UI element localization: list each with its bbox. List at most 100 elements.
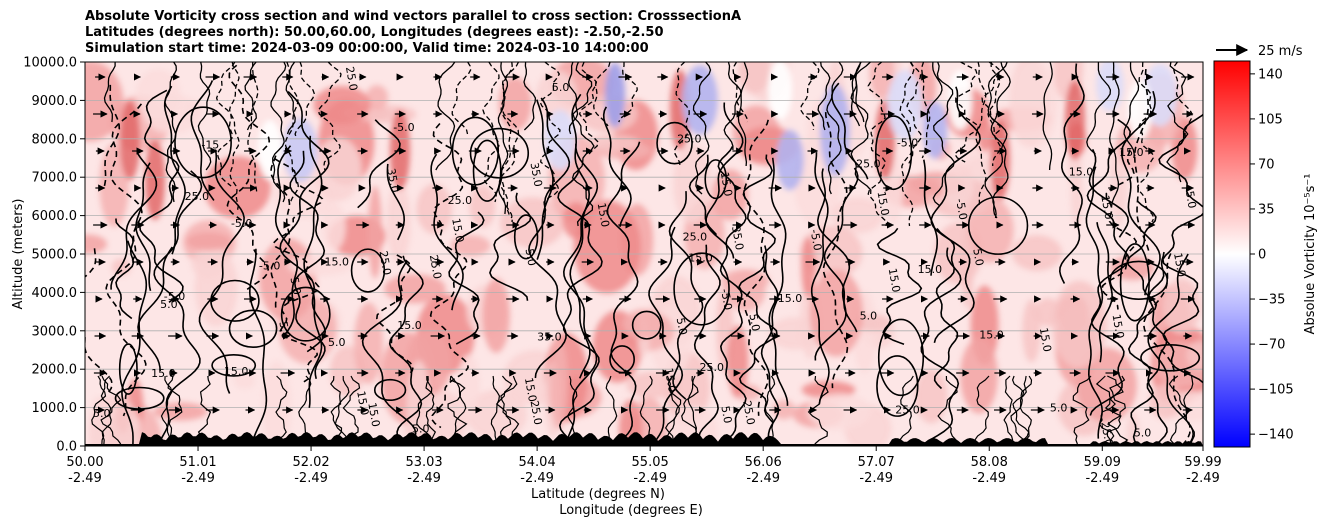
contour-line-upper [932,62,956,207]
contour-label: 15.0 [979,328,1004,341]
vorticity-patch [498,77,532,131]
contour-line-upper [164,62,177,203]
vorticity-patch [314,137,362,202]
contour-line [823,167,859,333]
x-tick-label-lon: -2.49 [1186,471,1220,486]
contour-line-low [334,375,350,445]
contour-label: 5.0 [1050,401,1068,414]
contour-line-low [664,375,682,445]
colorbar-tick-label: 105 [1258,112,1283,127]
chart-title-line-1: Absolute Vorticity cross section and win… [85,9,741,24]
contour-line-low [100,375,112,445]
contour-line-low [342,375,361,445]
contour-line [930,86,981,344]
contour-label: 15.0 [1037,327,1054,353]
contour-loop [1109,260,1169,300]
x-tick-label-lat: 52.02 [292,455,329,470]
x-tick-label-lat: 56.06 [745,455,782,470]
y-tick-label: 9000.0 [32,94,78,109]
x-axis-label-longitude: Longitude (degrees E) [559,503,703,518]
contour-line-low [425,375,437,445]
vorticity-patch [111,258,131,276]
contour-line-upper [1123,62,1140,159]
y-tick-label: 1000.0 [32,401,78,416]
contour-line-upper [482,62,500,203]
vorticity-patch [99,143,129,227]
x-tick-label-lat: 55.05 [632,455,669,470]
contour-line-low [450,375,467,445]
contour-line-upper [1109,62,1120,207]
contour-line-upper [244,62,257,131]
y-tick-label: 2000.0 [32,363,78,378]
contour-label: -5.0 [953,198,970,221]
y-tick-label: 8000.0 [32,132,78,147]
contour-label: -15 [201,138,219,151]
contour-label: 5.0 [1134,426,1152,439]
contour-line-upper [571,62,595,227]
contour-line-upper [567,62,579,135]
vorticity-patch [807,393,871,430]
contour-label: 5.0 [718,405,734,424]
contour-label: 25.0 [528,400,545,426]
vorticity-patch-negative [282,118,318,182]
contour-line [270,155,291,308]
contour-label: 15.0 [397,319,422,332]
contour-label: 25.0 [677,133,702,146]
contour-label: 5.0 [970,247,986,266]
plot-area: 25.0 -15 25.0 -5.0 -5.0 5.0 -5.0 35.0 25.0 25.0 25… [85,62,1203,446]
contour-line [1133,69,1150,254]
x-tick-label-lat: 58.08 [971,455,1008,470]
contour-label: -5.0 [718,288,735,311]
contour-line [822,112,849,389]
contour-label: 15.0 [449,217,466,243]
colorbar-tick-label: 70 [1258,157,1275,172]
contour-label: 15.0 [1110,313,1127,339]
vorticity-patch-negative [544,109,576,171]
y-tick-label: 0.0 [56,440,77,455]
contour-label: 25.0 [856,158,881,171]
vorticity-patch [799,225,863,280]
contour-line-upper [284,62,299,203]
vorticity-patch-neutral [768,62,792,120]
contour-label: 25.0 [185,190,210,203]
contour-line [279,91,330,353]
contour-line [1086,118,1132,416]
vorticity-patch [768,317,822,350]
contour-line [1120,90,1161,296]
contour-label: 15.0 [595,202,612,228]
contour-line [153,170,203,444]
contour-line [831,82,869,180]
contour-label: 15.0 [224,365,249,378]
contour-line [274,145,299,339]
y-tick-label: 5000.0 [32,248,78,263]
contour-line-low [100,375,122,445]
contour-loop [673,252,730,326]
contour-line [430,153,464,311]
contour-label: 15.0 [1069,165,1094,178]
vorticity-patch [313,85,371,125]
contour-line-low [1003,375,1014,445]
y-tick-label: 10000.0 [23,56,77,71]
vorticity-patch [626,371,680,399]
contour-label: 25.0 [427,254,444,280]
contour-loop [373,378,407,402]
contour-label: 35.0 [729,225,746,251]
wind-vectors [93,73,1196,414]
contour-label: 25.0 [448,194,473,207]
contour-label: 5.0 [1183,190,1199,209]
contour-label: 5.0 [328,336,346,349]
contour-line-low [275,375,288,445]
x-tick-label-lon: -2.49 [68,471,102,486]
colorbar: 140 105 70 35 0 −35 −70 −105 −140 Absolue Vortic… [1213,60,1318,448]
contour-line [448,211,485,345]
vorticity-patch-negative [776,130,804,190]
colorbar-fill [1214,61,1250,447]
contour-label: 15.0 [354,390,371,416]
contour-line-upper [294,62,316,139]
contour-line-upper [317,62,342,171]
contour-line [1058,63,1085,284]
contour-label: 15.0 [325,256,350,269]
vorticity-patch [726,325,749,397]
contour-label: -5.0 [808,228,825,251]
y-tick-label: 6000.0 [32,209,78,224]
